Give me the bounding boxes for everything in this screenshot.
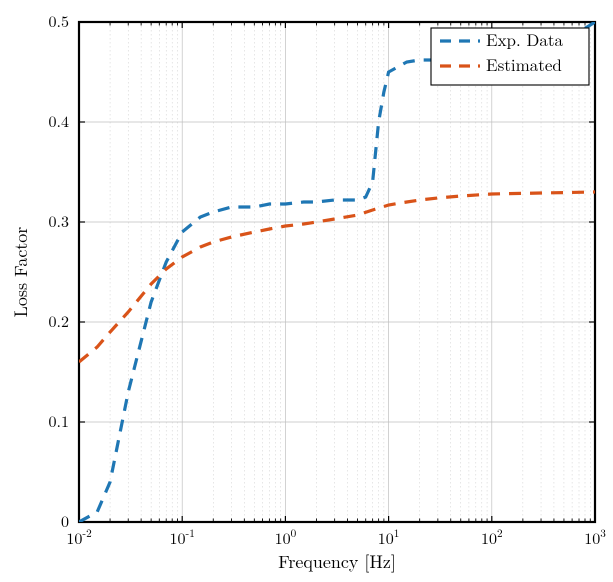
chart-svg: 10-210-110010110210300.10.20.30.40.5Freq… xyxy=(0,0,613,582)
y-tick-label: 0.2 xyxy=(49,309,69,332)
y-tick-label: 0.5 xyxy=(49,9,69,32)
y-axis-label: Loss Factor xyxy=(8,227,33,318)
x-axis-label: Frequency [Hz] xyxy=(278,549,396,574)
legend-label: Exp. Data xyxy=(486,27,563,51)
legend: Exp. DataEstimated xyxy=(431,27,589,85)
legend-label: Estimated xyxy=(486,52,562,76)
y-tick-label: 0.1 xyxy=(49,409,69,432)
y-tick-label: 0.3 xyxy=(49,209,69,232)
y-tick-label: 0.4 xyxy=(49,109,69,132)
y-tick-label: 0 xyxy=(61,509,69,532)
line-chart: 10-210-110010110210300.10.20.30.40.5Freq… xyxy=(0,0,613,582)
